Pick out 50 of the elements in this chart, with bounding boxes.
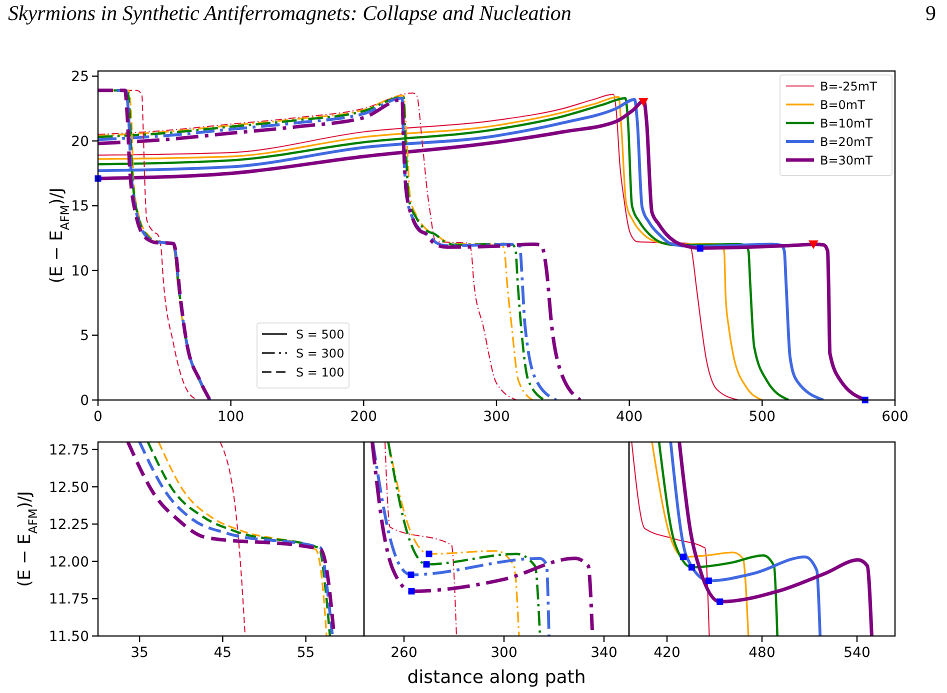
legend-label: B=10mT — [820, 116, 874, 130]
annotation: S = 300 — [296, 346, 344, 360]
point — [426, 550, 432, 558]
x-tick-label: 260 — [390, 645, 418, 661]
x-tick-label: 0 — [94, 409, 102, 425]
x-tick-label: 45 — [214, 645, 232, 661]
legend-label: B=30mT — [820, 154, 874, 168]
point — [688, 564, 695, 571]
y-tick-label: 12.75 — [48, 442, 89, 458]
point — [680, 554, 687, 560]
y-tick-label: 0 — [80, 393, 89, 409]
x-tick-label: 600 — [882, 409, 908, 425]
point — [716, 598, 724, 605]
legend-label: B=20mT — [820, 135, 874, 149]
point — [638, 98, 648, 106]
y-tick-label: 12.50 — [48, 480, 89, 496]
y-tick-label: 11.50 — [48, 629, 89, 645]
x-tick-label: 420 — [654, 645, 680, 661]
x-tick-label: 480 — [748, 645, 776, 661]
y-tick-label: 20 — [71, 134, 89, 150]
y-tick-label: 25 — [71, 69, 89, 86]
point — [696, 245, 704, 252]
legend-label: B=0mT — [820, 98, 866, 112]
x-tick-label: 540 — [844, 645, 870, 661]
x-tick-label: 400 — [616, 409, 643, 425]
point — [705, 578, 712, 584]
y-tick-label: 12.00 — [48, 554, 89, 570]
annotation: S = 100 — [296, 366, 344, 380]
x-tick-label: 200 — [350, 409, 378, 425]
x-tick-label: 300 — [490, 645, 518, 661]
text: 9 — [926, 1, 936, 25]
x-tick-label: 100 — [217, 409, 244, 425]
x-axis-title: distance along path — [407, 667, 586, 688]
y-tick-label: 15 — [71, 198, 89, 215]
x-tick-label: 55 — [296, 645, 315, 661]
annotation: S = 500 — [296, 328, 344, 342]
y-tick-label: 11.75 — [48, 592, 89, 608]
point — [408, 572, 414, 578]
point — [423, 561, 430, 568]
legend-label: B=-25mT — [820, 80, 878, 94]
point — [408, 588, 415, 594]
chart-title: Skyrmions in Synthetic Antiferromagnets: Collapse and Nucleation — [8, 1, 572, 25]
y-tick-label: 10 — [71, 263, 89, 280]
x-tick-label: 300 — [483, 409, 510, 425]
y-tick-label: 12.25 — [48, 517, 89, 534]
point — [808, 240, 818, 249]
x-tick-label: 35 — [130, 645, 148, 661]
x-tick-label: 500 — [748, 409, 776, 425]
x-tick-label: 340 — [590, 645, 618, 661]
y-tick-label: 5 — [80, 328, 89, 344]
